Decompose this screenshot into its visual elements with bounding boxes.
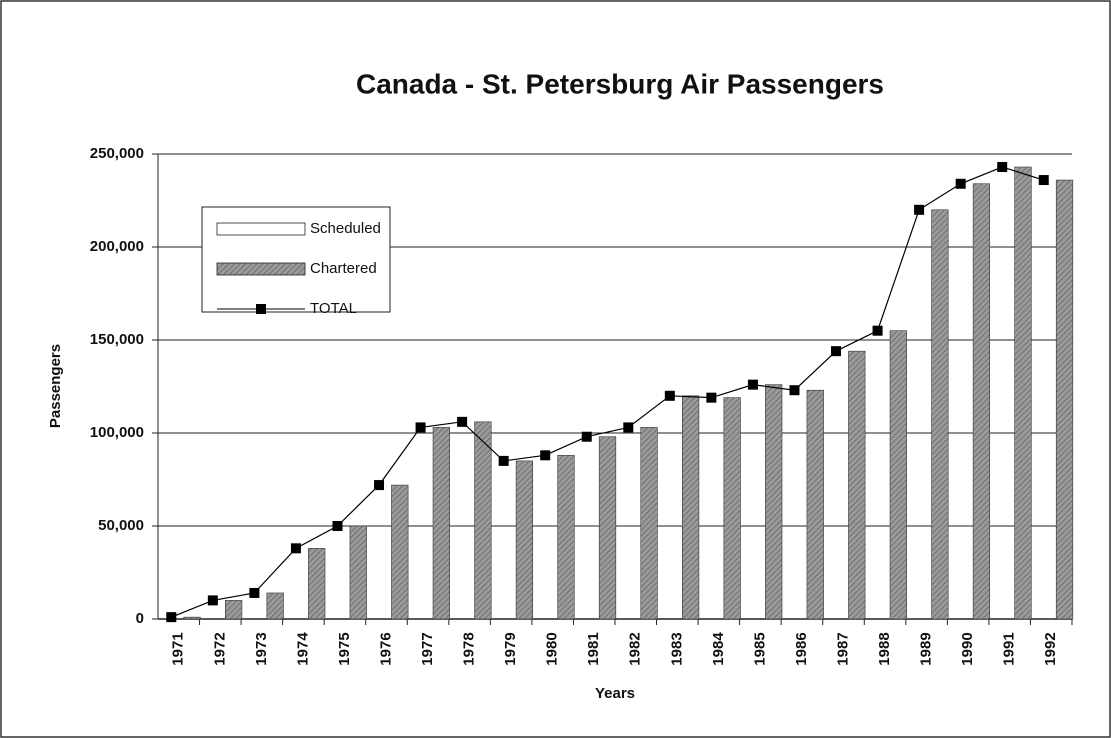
x-tick-label: 1977 <box>419 632 436 665</box>
bar <box>1055 179 1074 620</box>
x-tick-label: 1976 <box>377 632 394 665</box>
bar <box>349 525 367 620</box>
x-tick-label: 1980 <box>544 632 561 665</box>
bar <box>889 330 907 620</box>
bar <box>723 397 741 620</box>
total-marker <box>747 379 758 390</box>
x-tick-label: 1986 <box>793 632 810 665</box>
bar <box>474 421 492 620</box>
x-tick-label: 1983 <box>668 632 685 665</box>
x-tick-label: 1982 <box>627 632 644 665</box>
x-tick-label: 1992 <box>1042 632 1059 665</box>
legend-label: Chartered <box>310 260 377 277</box>
y-tick-label: 150,000 <box>90 331 144 348</box>
total-marker <box>498 455 509 466</box>
total-marker <box>415 422 426 433</box>
x-tick-label: 1971 <box>170 632 187 665</box>
y-tick-label: 100,000 <box>90 424 144 441</box>
bar <box>640 427 658 620</box>
x-tick-label: 1984 <box>710 632 727 666</box>
total-marker <box>664 390 675 401</box>
bar <box>598 436 617 620</box>
x-tick-label: 1989 <box>918 632 935 665</box>
chart-title: Canada - St. Petersburg Air Passengers <box>356 68 884 99</box>
total-marker <box>249 587 260 598</box>
total-marker <box>166 612 177 623</box>
legend-swatch <box>216 262 306 276</box>
bar <box>225 600 243 620</box>
total-marker <box>457 416 468 427</box>
y-axis-label: Passengers <box>47 344 64 428</box>
bar <box>266 592 284 620</box>
total-marker <box>332 521 343 531</box>
x-tick-label: 1979 <box>502 632 519 665</box>
bar <box>432 427 450 620</box>
bar <box>391 484 409 620</box>
total-marker <box>290 543 301 554</box>
total-line <box>171 166 1044 618</box>
legend-label: Scheduled <box>310 220 381 237</box>
x-tick-label: 1978 <box>461 632 478 665</box>
total-marker <box>997 162 1008 173</box>
total-marker <box>207 595 218 606</box>
bar <box>848 350 866 620</box>
x-tick-label: 1972 <box>211 632 228 665</box>
total-marker <box>914 204 925 215</box>
bar <box>183 616 201 620</box>
total-marker <box>623 422 634 433</box>
total-marker <box>706 392 717 403</box>
total-marker <box>581 431 592 442</box>
bar <box>515 460 534 620</box>
total-marker <box>540 450 551 461</box>
bar <box>557 455 575 620</box>
x-axis-label: Years <box>595 685 635 702</box>
total-marker <box>831 346 842 357</box>
total-marker <box>872 325 883 336</box>
x-tick-label: 1973 <box>253 632 270 665</box>
legend-label: TOTAL <box>310 300 357 317</box>
x-tick-label: 1981 <box>585 632 602 665</box>
x-tick-label: 1990 <box>959 632 976 665</box>
bar <box>765 384 783 620</box>
bar <box>806 389 824 620</box>
total-marker <box>1038 175 1049 186</box>
x-tick-label: 1985 <box>751 632 768 665</box>
x-tick-label: 1988 <box>876 632 893 665</box>
total-marker <box>789 385 800 396</box>
y-tick-label: 50,000 <box>98 517 144 534</box>
bar <box>682 395 700 620</box>
legend-swatch <box>216 222 306 236</box>
y-tick-label: 200,000 <box>90 238 144 255</box>
total-marker <box>955 178 966 189</box>
legend-marker <box>256 304 266 314</box>
total-marker <box>374 480 385 491</box>
x-tick-label: 1987 <box>834 632 851 665</box>
x-tick-label: 1974 <box>294 632 311 666</box>
bar <box>1014 166 1032 620</box>
x-tick-label: 1975 <box>336 632 353 665</box>
y-tick-label: 250,000 <box>90 145 144 162</box>
bar <box>308 548 326 620</box>
bar <box>931 209 949 620</box>
bar <box>972 183 991 620</box>
y-tick-label: 0 <box>136 610 144 627</box>
x-tick-label: 1991 <box>1001 632 1018 665</box>
